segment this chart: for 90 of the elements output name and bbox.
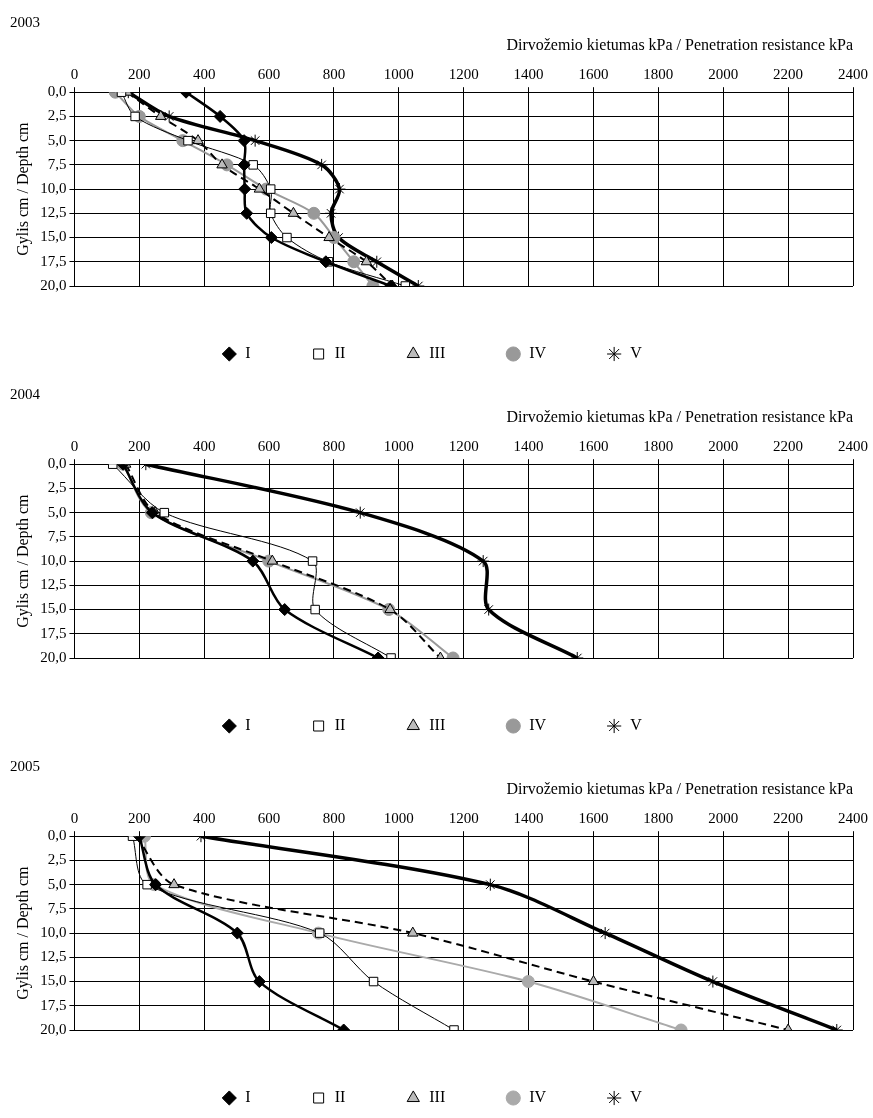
chart-title: 2004 xyxy=(10,385,41,402)
y-tick-label: 17,5 xyxy=(40,624,67,641)
y-tick-label: 5,0 xyxy=(47,131,67,148)
legend-label: V xyxy=(630,344,643,362)
chart-title: 2003 xyxy=(10,13,40,30)
x-tick-label: 800 xyxy=(322,66,346,83)
y-axis-title: Gylis cm / Depth cm xyxy=(13,493,32,628)
x-tick-label: 600 xyxy=(257,438,281,455)
x-axis-title: Dirvožemio kietumas kPa / Penetration resistance kPa xyxy=(506,35,853,53)
x-tick-label: 1000 xyxy=(383,438,414,455)
x-tick-label: 2000 xyxy=(708,438,739,455)
chart-title: 2005 xyxy=(10,757,40,774)
y-tick-label: 15,0 xyxy=(40,600,67,617)
x-tick-label: 200 xyxy=(128,438,151,455)
x-tick-label: 1400 xyxy=(513,66,544,83)
legend-label: I xyxy=(245,344,251,362)
y-tick-label: 2,5 xyxy=(47,479,67,496)
y-tick-label: 15,0 xyxy=(40,972,67,989)
y-axis-title: Gylis cm / Depth cm xyxy=(13,121,32,256)
x-tick-label: 1200 xyxy=(448,66,479,83)
legend-label: I xyxy=(245,1088,251,1106)
legend-label: II xyxy=(334,344,346,362)
y-tick-label: 12,5 xyxy=(40,204,67,221)
legend-label: III xyxy=(429,344,446,362)
y-tick-label: 12,5 xyxy=(40,576,67,593)
y-axis-title: Gylis cm / Depth cm xyxy=(13,865,32,1000)
y-tick-label: 0,0 xyxy=(47,83,67,100)
x-tick-label: 0 xyxy=(70,810,79,827)
x-tick-label: 2200 xyxy=(773,66,804,83)
x-tick-label: 1200 xyxy=(448,438,479,455)
y-tick-label: 20,0 xyxy=(40,276,67,293)
x-axis-title: Dirvožemio kietumas kPa / Penetration resistance kPa xyxy=(506,779,853,797)
y-tick-label: 15,0 xyxy=(40,228,67,245)
x-tick-label: 200 xyxy=(128,810,151,827)
x-tick-label: 2200 xyxy=(773,810,804,827)
legend-label: IV xyxy=(529,716,547,734)
x-tick-label: 600 xyxy=(257,810,281,827)
x-tick-label: 2200 xyxy=(773,438,804,455)
y-tick-label: 7,5 xyxy=(47,899,67,916)
y-tick-label: 17,5 xyxy=(40,996,67,1013)
y-tick-label: 5,0 xyxy=(47,503,67,520)
y-tick-label: 0,0 xyxy=(47,827,67,844)
y-tick-label: 7,5 xyxy=(47,527,67,544)
x-tick-label: 2000 xyxy=(708,810,739,827)
x-tick-label: 2400 xyxy=(838,810,868,827)
x-tick-label: 2400 xyxy=(838,438,868,455)
x-tick-label: 400 xyxy=(192,438,216,455)
x-tick-label: 200 xyxy=(128,66,151,83)
x-tick-label: 1200 xyxy=(448,810,479,827)
legend-label: IV xyxy=(529,1088,547,1106)
y-tick-label: 17,5 xyxy=(40,252,67,269)
x-tick-label: 1000 xyxy=(383,810,414,827)
x-tick-label: 1400 xyxy=(513,438,544,455)
x-tick-label: 1800 xyxy=(643,66,674,83)
legend-label: III xyxy=(429,716,446,734)
legend-label: V xyxy=(630,1088,643,1106)
y-tick-label: 0,0 xyxy=(47,455,67,472)
x-tick-label: 800 xyxy=(322,438,346,455)
x-tick-label: 1800 xyxy=(643,438,674,455)
x-tick-label: 1000 xyxy=(383,66,414,83)
legend-label: IV xyxy=(529,344,547,362)
x-tick-label: 1800 xyxy=(643,810,674,827)
legend-label: V xyxy=(630,716,643,734)
y-tick-label: 10,0 xyxy=(40,924,67,941)
y-tick-label: 10,0 xyxy=(40,552,67,569)
y-tick-label: 2,5 xyxy=(47,107,67,124)
x-tick-label: 2000 xyxy=(708,66,739,83)
x-tick-label: 800 xyxy=(322,810,346,827)
x-axis-title: Dirvožemio kietumas kPa / Penetration resistance kPa xyxy=(506,407,853,425)
legend-label: II xyxy=(334,716,346,734)
y-tick-label: 5,0 xyxy=(47,875,67,892)
x-tick-label: 1600 xyxy=(578,810,609,827)
x-tick-label: 2400 xyxy=(838,66,868,83)
legend-label: III xyxy=(429,1088,446,1106)
y-tick-label: 7,5 xyxy=(47,155,67,172)
x-tick-label: 0 xyxy=(70,66,79,83)
y-tick-label: 2,5 xyxy=(47,851,67,868)
x-tick-label: 600 xyxy=(257,66,281,83)
y-tick-label: 12,5 xyxy=(40,948,67,965)
x-tick-label: 400 xyxy=(192,66,216,83)
x-tick-label: 400 xyxy=(192,810,216,827)
x-tick-label: 1400 xyxy=(513,810,544,827)
legend-label: II xyxy=(334,1088,346,1106)
y-tick-label: 10,0 xyxy=(40,180,67,197)
x-tick-label: 1600 xyxy=(578,438,609,455)
x-tick-label: 1600 xyxy=(578,66,609,83)
legend-label: I xyxy=(245,716,251,734)
x-tick-label: 0 xyxy=(70,438,79,455)
y-tick-label: 20,0 xyxy=(40,648,67,665)
y-tick-label: 20,0 xyxy=(40,1020,67,1037)
